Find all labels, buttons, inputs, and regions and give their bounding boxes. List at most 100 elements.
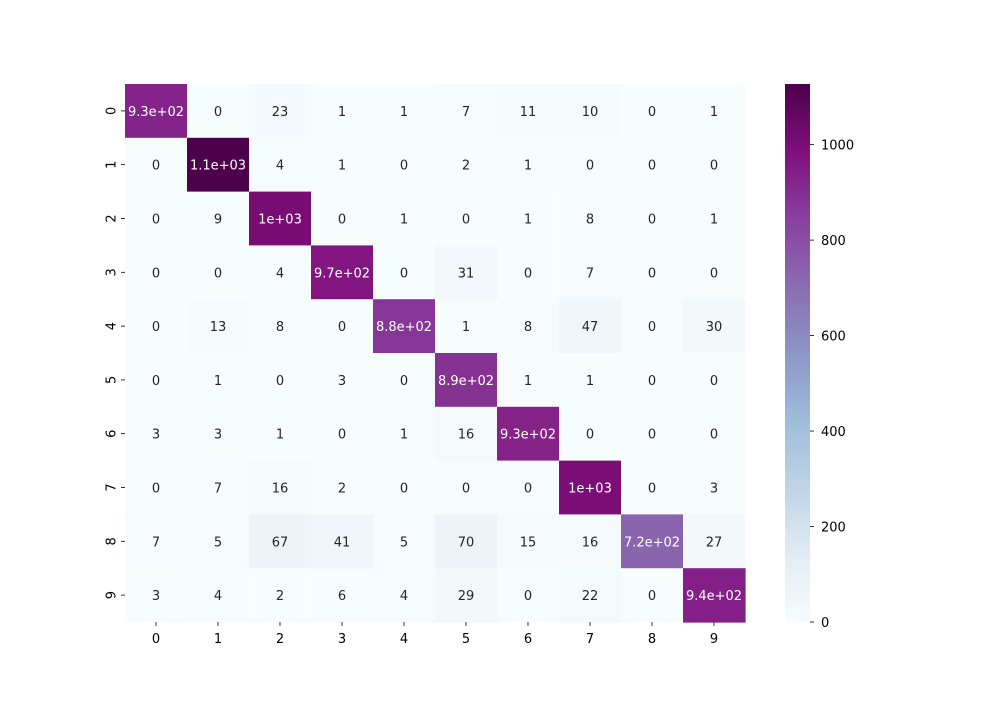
- cell-annotation: 30: [706, 320, 723, 335]
- heatmap-cell: [559, 460, 622, 515]
- cell-annotation: 0: [152, 213, 160, 228]
- heatmap-cell: [249, 568, 312, 623]
- cell-annotation: 0: [152, 266, 160, 281]
- cell-annotation: 0: [648, 374, 656, 389]
- y-tick-label: 3: [105, 268, 120, 276]
- cell-annotation: 6: [338, 589, 346, 604]
- heatmap-cell: [621, 299, 684, 354]
- cell-annotation: 0: [214, 105, 222, 120]
- heatmap-cell: [125, 84, 188, 139]
- cell-annotation: 1: [524, 159, 532, 174]
- x-tick-label: 3: [338, 632, 346, 647]
- cell-annotation: 1: [338, 105, 346, 120]
- heatmap-cell: [497, 245, 560, 300]
- cell-annotation: 4: [276, 159, 284, 174]
- y-tick-label: 2: [105, 214, 120, 222]
- cell-annotation: 1: [710, 213, 718, 228]
- heatmap-cell: [311, 191, 374, 246]
- cell-annotation: 27: [706, 535, 723, 550]
- heatmap-cell: [311, 353, 374, 408]
- cell-annotation: 7: [214, 482, 222, 497]
- cell-annotation: 1: [462, 320, 470, 335]
- heatmap-cell: [435, 568, 498, 623]
- colorbar-tick-label: 200: [821, 521, 846, 536]
- heatmap-cell: [373, 460, 436, 515]
- heatmap-cell: [683, 353, 746, 408]
- cell-annotation: 0: [710, 374, 718, 389]
- heatmap-cell: [125, 137, 188, 193]
- heatmap-cell: [311, 568, 374, 623]
- cell-annotation: 1: [214, 374, 222, 389]
- cell-annotation: 1e+03: [258, 213, 302, 228]
- heatmap-cell: [621, 406, 684, 462]
- heatmap-cell: [311, 460, 374, 515]
- heatmap-cell: [683, 460, 746, 515]
- cell-annotation: 2: [338, 482, 346, 497]
- cell-annotation: 0: [152, 374, 160, 389]
- heatmap-cell: [497, 137, 560, 193]
- heatmap-cell: [249, 245, 312, 300]
- y-tick-label: 8: [105, 537, 120, 545]
- x-tick-label: 1: [214, 632, 222, 647]
- heatmap-cell: [187, 245, 250, 300]
- heatmap-cell: [683, 84, 746, 139]
- cell-annotation: 9: [214, 213, 222, 228]
- heatmap-cell: [621, 568, 684, 623]
- cell-annotation: 1: [710, 105, 718, 120]
- heatmap-cell: [311, 84, 374, 139]
- heatmap-cell: [435, 406, 498, 462]
- colorbar-tick-label: 0: [821, 616, 829, 631]
- cell-annotation: 8: [586, 213, 594, 228]
- heatmap-cell: [497, 353, 560, 408]
- cell-annotation: 0: [152, 320, 160, 335]
- heatmap-cell: [125, 191, 188, 246]
- cell-annotation: 1: [586, 374, 594, 389]
- heatmap-cell: [559, 191, 622, 246]
- heatmap-cell: [187, 568, 250, 623]
- y-tick-label: 1: [105, 161, 120, 169]
- cell-annotation: 5: [400, 535, 408, 550]
- heatmap-cell: [621, 137, 684, 193]
- x-tick-label: 2: [276, 632, 284, 647]
- cell-annotation: 8: [524, 320, 532, 335]
- heatmap-cell: [125, 353, 188, 408]
- heatmap-cell: [187, 84, 250, 139]
- colorbar-tick-label: 1000: [821, 139, 854, 154]
- cell-annotation: 0: [214, 266, 222, 281]
- heatmap-cell: [559, 568, 622, 623]
- x-tick-label: 8: [648, 632, 656, 647]
- heatmap-cell: [249, 299, 312, 354]
- heatmap-cell: [559, 299, 622, 354]
- cell-annotation: 4: [400, 589, 408, 604]
- cell-annotation: 0: [648, 428, 656, 443]
- cell-annotation: 0: [648, 589, 656, 604]
- heatmap-cell: [621, 353, 684, 408]
- cell-annotation: 0: [648, 105, 656, 120]
- heatmap-cell: [497, 84, 560, 139]
- cell-annotation: 0: [152, 159, 160, 174]
- heatmap-cell: [125, 460, 188, 515]
- heatmap-cell: [249, 353, 312, 408]
- cell-annotation: 1e+03: [568, 482, 612, 497]
- y-tick-label: 4: [105, 322, 120, 330]
- heatmap-cell: [683, 245, 746, 300]
- heatmap-cell: [497, 406, 560, 462]
- heatmap-cell: [621, 245, 684, 300]
- heatmap-cell: [683, 191, 746, 246]
- heatmap-cell: [559, 353, 622, 408]
- cell-annotation: 5: [214, 535, 222, 550]
- cell-annotation: 0: [400, 266, 408, 281]
- heatmap-cell: [125, 245, 188, 300]
- y-tick-label: 5: [105, 376, 120, 384]
- cell-annotation: 3: [214, 428, 222, 443]
- cell-annotation: 4: [214, 589, 222, 604]
- cell-annotation: 0: [648, 266, 656, 281]
- cell-annotation: 0: [462, 482, 470, 497]
- cell-annotation: 9.3e+02: [128, 105, 184, 120]
- heatmap-cell: [311, 245, 374, 300]
- heatmap-cell: [249, 406, 312, 462]
- cell-annotation: 16: [272, 482, 289, 497]
- heatmap-cell: [435, 137, 498, 193]
- cell-annotation: 7: [462, 105, 470, 120]
- heatmap-cell: [249, 191, 312, 246]
